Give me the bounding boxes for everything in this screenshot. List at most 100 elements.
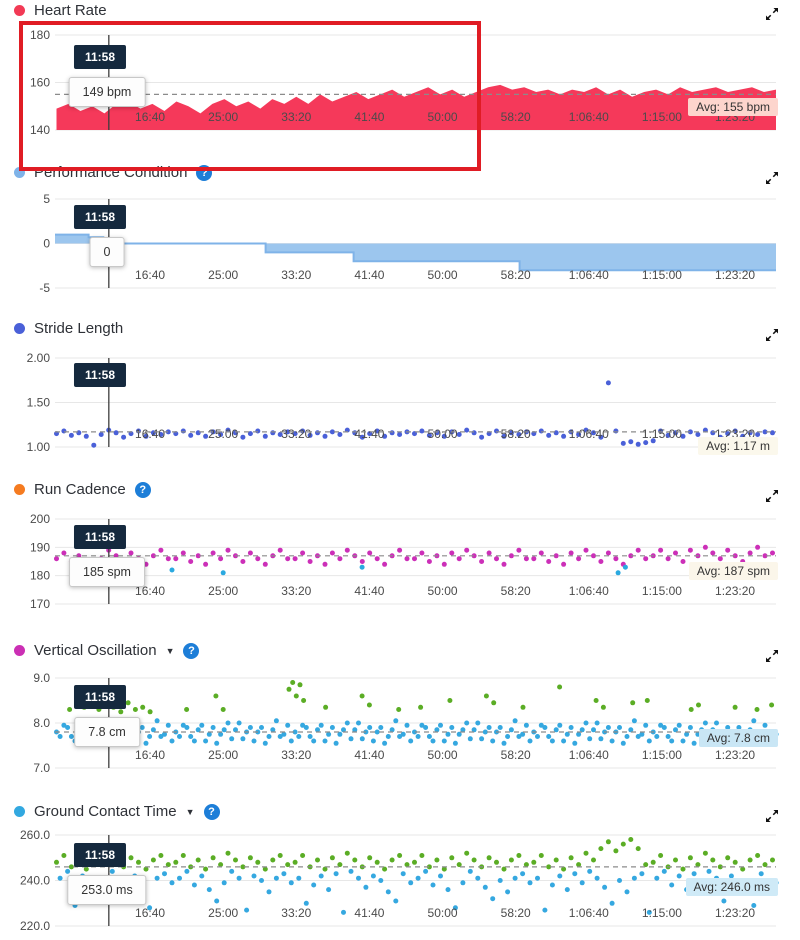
svg-text:1:06:40: 1:06:40: [569, 584, 609, 598]
ground-contact-time-expand-button[interactable]: [764, 808, 780, 824]
svg-text:220.0: 220.0: [20, 919, 50, 933]
stride-length-y-axis: 2.00 1.50 1.00: [27, 351, 51, 454]
svg-text:58:20: 58:20: [501, 748, 531, 762]
svg-text:25:00: 25:00: [208, 906, 238, 920]
run-cadence-series-dot-icon: [14, 484, 25, 495]
svg-text:16:40: 16:40: [135, 748, 165, 762]
heart-rate-series-dot-icon: [14, 5, 25, 16]
svg-text:50:00: 50:00: [428, 427, 458, 441]
performance-condition-y-axis: 5 0 -5: [39, 192, 50, 295]
svg-text:1:06:40: 1:06:40: [569, 906, 609, 920]
svg-text:33:20: 33:20: [281, 110, 311, 124]
performance-condition-title: Performance Condition: [34, 164, 188, 181]
svg-text:1:15:00: 1:15:00: [642, 748, 682, 762]
run-cadence-x-axis: 16:40 25:00 33:20 41:40 50:00 58:20 1:06:40 1:1…: [135, 584, 755, 598]
vertical-oscillation-expand-button[interactable]: [764, 648, 780, 664]
performance-condition-expand-button[interactable]: [764, 170, 780, 186]
ground-contact-time-x-axis: 16:40 25:00 33:20 41:40 50:00 58:20 1:06:40 1:1…: [135, 906, 755, 920]
heart-rate-area-series: [56, 84, 776, 130]
vertical-oscillation-help-icon[interactable]: ?: [183, 642, 200, 659]
svg-text:2.00: 2.00: [27, 351, 51, 365]
run-cadence-tooltip-value: 185 spm: [69, 557, 145, 587]
svg-text:1:06:40: 1:06:40: [569, 427, 609, 441]
heart-rate-header: Heart Rate: [14, 2, 107, 19]
svg-text:41:40: 41:40: [354, 584, 384, 598]
svg-text:7.0: 7.0: [33, 761, 50, 775]
vertical-oscillation-scatter-series: [54, 720, 775, 746]
svg-text:1:06:40: 1:06:40: [569, 748, 609, 762]
heart-rate-tooltip-time: 11:58: [73, 45, 127, 69]
run-cadence-avg-label: Avg: 187 spm: [688, 562, 778, 580]
stride-length-expand-button[interactable]: [764, 327, 780, 343]
performance-condition-help-icon[interactable]: ?: [196, 164, 213, 181]
ground-contact-time-title: Ground Contact Time: [34, 803, 177, 820]
svg-text:33:20: 33:20: [281, 268, 311, 282]
performance-condition-tooltip-value: 0: [89, 237, 125, 267]
stride-length-title: Stride Length: [34, 320, 124, 337]
svg-text:25:00: 25:00: [208, 584, 238, 598]
run-cadence-plot[interactable]: 16:40 25:00 33:20 41:40 50:00 58:20 1:06:40 1:1…: [30, 512, 776, 611]
ground-contact-time-series-dot-icon: [14, 806, 25, 817]
run-cadence-scatter-series: [54, 544, 775, 567]
ground-contact-time-avg-label: Avg: 246.0 ms: [685, 878, 778, 896]
stride-length-plot[interactable]: 16:40 25:00 33:20 41:40 50:00 58:20 1:06:40 1:1…: [27, 351, 776, 454]
vertical-oscillation-tooltip-time: 11:58: [73, 685, 127, 709]
svg-text:33:20: 33:20: [281, 427, 311, 441]
performance-condition-header: Performance Condition ?: [14, 164, 213, 181]
ground-contact-time-tooltip-value: 253.0 ms: [67, 875, 147, 905]
svg-text:50:00: 50:00: [428, 268, 458, 282]
expand-icon: [766, 490, 778, 502]
ground-contact-time-help-icon[interactable]: ?: [203, 803, 220, 820]
svg-text:16:40: 16:40: [135, 906, 165, 920]
vertical-oscillation-header: Vertical Oscillation ▼ ?: [14, 642, 200, 659]
svg-text:16:40: 16:40: [135, 584, 165, 598]
run-cadence-help-icon[interactable]: ?: [134, 481, 151, 498]
svg-text:1:23:20: 1:23:20: [715, 906, 755, 920]
svg-text:1:23:20: 1:23:20: [715, 268, 755, 282]
svg-text:8.0: 8.0: [33, 716, 50, 730]
run-cadence-title: Run Cadence: [34, 481, 126, 498]
svg-text:33:20: 33:20: [281, 748, 311, 762]
ground-contact-time-scatter-series: [54, 837, 775, 872]
svg-text:1:15:00: 1:15:00: [642, 110, 682, 124]
vertical-oscillation-series-dot-icon: [14, 645, 25, 656]
vertical-oscillation-y-axis: 9.0 8.0 7.0: [33, 671, 50, 775]
svg-text:170: 170: [30, 597, 50, 611]
ground-contact-time-header: Ground Contact Time ▼ ?: [14, 803, 220, 820]
svg-text:160: 160: [30, 76, 50, 90]
heart-rate-plot[interactable]: 16:40 25:00 33:20 41:40 50:00 58:20 1:06:40 1:1…: [30, 28, 776, 137]
vertical-oscillation-title: Vertical Oscillation: [34, 642, 157, 659]
svg-text:260.0: 260.0: [20, 828, 50, 842]
heart-rate-x-axis: 16:40 25:00 33:20 41:40 50:00 58:20 1:06:40 1:1…: [135, 110, 755, 124]
performance-condition-step-area-series: [55, 234, 776, 271]
vertical-oscillation-dropdown-caret-icon[interactable]: ▼: [165, 645, 175, 656]
vertical-oscillation-x-axis: 16:40 25:00 33:20 41:40 50:00 58:20 1:06:40 1:1…: [135, 748, 755, 762]
expand-icon: [766, 329, 778, 341]
svg-text:240.0: 240.0: [20, 874, 50, 888]
svg-text:16:40: 16:40: [135, 268, 165, 282]
svg-text:140: 140: [30, 123, 50, 137]
stride-length-series-dot-icon: [14, 323, 25, 334]
performance-condition-plot[interactable]: 16:40 25:00 33:20 41:40 50:00 58:20 1:06:40 1:1…: [39, 192, 776, 295]
svg-text:41:40: 41:40: [354, 748, 384, 762]
run-cadence-expand-button[interactable]: [764, 488, 780, 504]
expand-icon: [766, 8, 778, 20]
vertical-oscillation-scatter-series: [67, 680, 775, 715]
svg-text:50:00: 50:00: [428, 748, 458, 762]
vertical-oscillation-plot[interactable]: 16:40 25:00 33:20 41:40 50:00 58:20 1:06:40 1:1…: [33, 671, 779, 775]
heart-rate-expand-button[interactable]: [764, 6, 780, 22]
svg-text:9.0: 9.0: [33, 671, 50, 685]
expand-icon: [766, 172, 778, 184]
svg-text:41:40: 41:40: [354, 906, 384, 920]
svg-text:41:40: 41:40: [354, 427, 384, 441]
svg-text:41:40: 41:40: [354, 110, 384, 124]
ground-contact-time-plot[interactable]: 16:40 25:00 33:20 41:40 50:00 58:20 1:06:40 1:1…: [20, 828, 779, 933]
svg-text:1.00: 1.00: [27, 440, 51, 454]
svg-text:180: 180: [30, 28, 50, 42]
performance-condition-series-dot-icon: [14, 167, 25, 178]
svg-text:58:20: 58:20: [501, 268, 531, 282]
ground-contact-time-dropdown-caret-icon[interactable]: ▼: [185, 806, 195, 817]
svg-text:25:00: 25:00: [208, 748, 238, 762]
svg-text:58:20: 58:20: [501, 427, 531, 441]
svg-text:33:20: 33:20: [281, 584, 311, 598]
